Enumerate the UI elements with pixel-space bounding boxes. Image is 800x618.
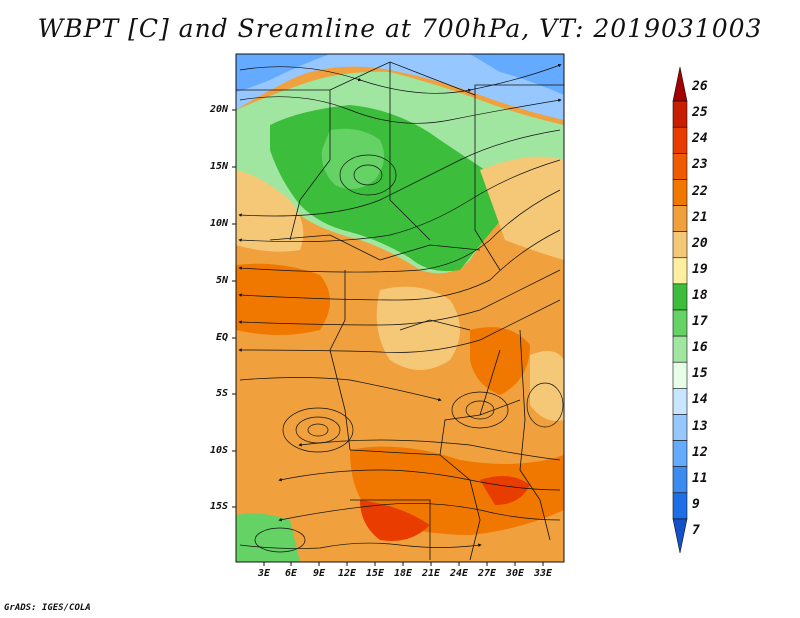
lat-label: 15S [209, 501, 228, 512]
colorbar-level-label: 24 [692, 131, 708, 147]
colorbar-level-label: 18 [692, 287, 708, 303]
colorbar-level-label: 22 [692, 183, 708, 199]
colorbar-swatch [672, 414, 688, 441]
colorbar-level-label: 16 [692, 340, 708, 356]
lat-label: 5N [215, 275, 228, 286]
colorbar-swatch [672, 440, 688, 467]
colorbar-swatch [672, 257, 688, 285]
colorbar-swatch [672, 309, 688, 337]
streamlines [238, 63, 564, 553]
lat-label: EQ [215, 332, 228, 343]
lon-label: 33E [533, 568, 553, 579]
colorbar-level-label: 12 [692, 444, 708, 460]
colorbar-swatch [672, 388, 688, 415]
country-borders [236, 61, 564, 561]
colorbar-level-label: 21 [692, 209, 708, 225]
colorbar-swatch [672, 466, 688, 494]
colorbar-swatch [672, 126, 688, 154]
colorbar-swatch [672, 153, 688, 180]
colorbar-swatch [672, 518, 688, 554]
colorbar-level-label: 17 [692, 314, 708, 330]
lon-label: 30E [505, 568, 525, 579]
lon-label: 18E [393, 568, 413, 579]
grads-credit: GrADS: IGES/COLA [4, 603, 91, 613]
lon-label: 9E [312, 568, 326, 579]
lon-label: 3E [257, 568, 271, 579]
colorbar-level-label: 9 [692, 496, 700, 512]
colorbar-swatch [672, 283, 688, 311]
colorbar-level-label: 7 [692, 522, 700, 538]
lat-label: 5S [215, 388, 228, 399]
lat-label: 10S [209, 445, 228, 456]
lat-label: 10N [209, 218, 228, 229]
colorbar-level-label: 14 [692, 392, 708, 408]
colorbar [672, 66, 688, 554]
map-frame [235, 53, 565, 563]
lat-label: 20N [209, 104, 228, 115]
lon-label: 21E [421, 568, 441, 579]
colorbar-swatch [672, 492, 688, 520]
colorbar-level-label: 15 [692, 366, 708, 382]
colorbar-swatch [672, 361, 688, 389]
colorbar-swatch [672, 66, 688, 102]
lon-label: 27E [477, 568, 497, 579]
colorbar-swatch [672, 205, 688, 232]
colorbar-level-label: 20 [692, 235, 708, 251]
wbpt-field [236, 54, 564, 562]
colorbar-level-label: 13 [692, 418, 708, 434]
lon-label: 6E [284, 568, 298, 579]
colorbar-level-label: 11 [692, 470, 708, 486]
colorbar-swatch [672, 100, 688, 128]
lat-label: 15N [209, 161, 228, 172]
colorbar-swatch [672, 335, 688, 363]
lon-label: 12E [337, 568, 357, 579]
axis-ticks [232, 109, 544, 566]
colorbar-level-label: 23 [692, 157, 708, 173]
lon-label: 15E [365, 568, 385, 579]
colorbar-level-label: 19 [692, 261, 708, 277]
colorbar-swatch [672, 231, 688, 259]
colorbar-level-label: 25 [692, 105, 708, 121]
colorbar-swatch [672, 179, 688, 206]
lon-label: 24E [449, 568, 469, 579]
chart-title: WBPT [C] and Sreamline at 700hPa, VT: 20… [37, 14, 763, 43]
colorbar-level-label: 26 [692, 79, 708, 95]
